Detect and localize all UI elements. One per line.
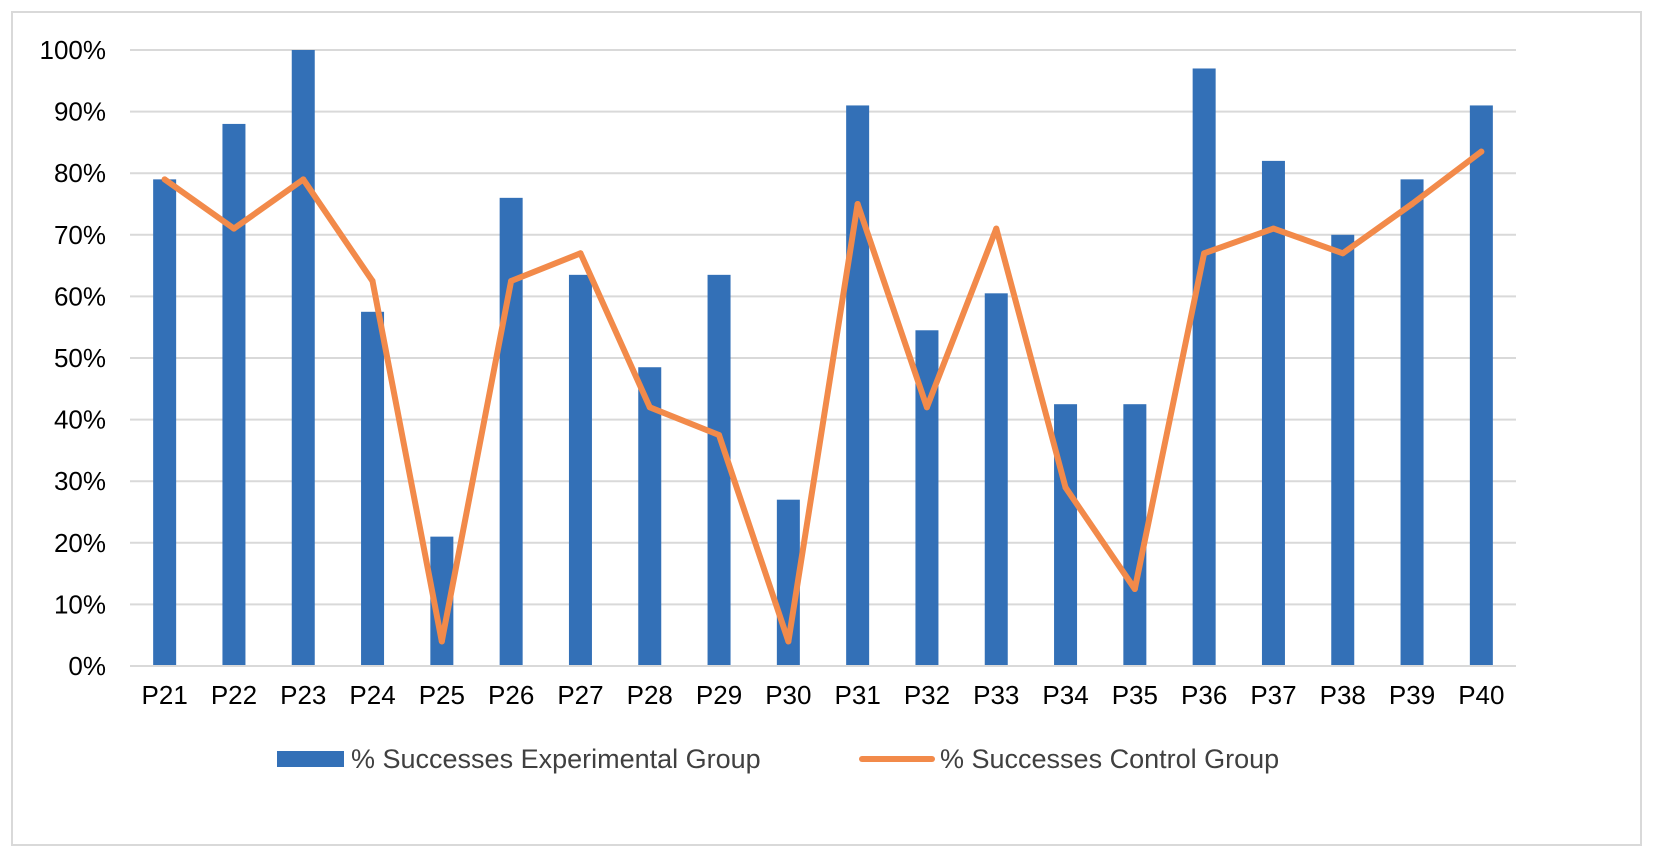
x-tick-label: P27 (557, 680, 603, 710)
x-tick-label: P26 (488, 680, 534, 710)
chart-frame (11, 11, 1642, 846)
y-tick-label: 0% (68, 651, 106, 681)
line-point-P34 (1062, 484, 1069, 491)
control-group-line (161, 148, 1485, 645)
bar-P21 (153, 179, 177, 667)
x-tick-label: P36 (1181, 680, 1227, 710)
line-point-P23 (300, 176, 307, 183)
x-tick-label: P28 (627, 680, 673, 710)
line-point-P38 (1339, 250, 1346, 257)
legend-swatch-experimental (277, 751, 344, 767)
bar-P29 (707, 274, 731, 666)
line-point-P36 (1201, 250, 1208, 257)
y-tick-label: 10% (54, 589, 106, 619)
bar-P23 (291, 50, 315, 666)
bar-P34 (1054, 404, 1078, 666)
x-axis-tick-labels: P21 P22 P23 P24 P25 P26 P27 P28 P29 P30 P31 P32 P33 P… (142, 680, 1505, 710)
line-point-P32 (923, 404, 930, 411)
x-tick-label: P40 (1458, 680, 1504, 710)
y-tick-label: 100% (40, 35, 107, 65)
line-point-P37 (1270, 225, 1277, 232)
y-tick-label: 60% (54, 281, 106, 311)
line-point-P28 (646, 404, 653, 411)
y-tick-label: 90% (54, 97, 106, 127)
bar-P26 (499, 197, 523, 666)
bar-series (153, 50, 1493, 667)
bar-P28 (638, 367, 662, 666)
bar-P35 (1123, 404, 1147, 666)
line-point-P30 (785, 638, 792, 645)
y-tick-label: 40% (54, 405, 106, 435)
line-point-P21 (161, 176, 168, 183)
bar-P37 (1261, 160, 1285, 666)
y-tick-label: 70% (54, 220, 106, 250)
bar-P24 (361, 311, 385, 666)
x-tick-label: P21 (142, 680, 188, 710)
x-tick-label: P31 (835, 680, 881, 710)
bar-P39 (1400, 179, 1424, 667)
y-tick-label: 30% (54, 466, 106, 496)
x-tick-label: P24 (349, 680, 395, 710)
legend-label-control: % Successes Control Group (940, 744, 1279, 774)
y-tick-label: 80% (54, 158, 106, 188)
x-tick-label: P23 (280, 680, 326, 710)
bar-P33 (984, 293, 1008, 666)
bar-P36 (1192, 68, 1216, 667)
bar-P32 (915, 330, 939, 666)
y-axis-tick-labels: 0% 10% 20% 30% 40% 50% 60% 70% 80% 90% 100% (40, 35, 107, 681)
line-point-P40 (1478, 148, 1485, 155)
legend-label-experimental: % Successes Experimental Group (351, 744, 761, 774)
x-tick-label: P35 (1112, 680, 1158, 710)
x-tick-label: P25 (419, 680, 465, 710)
x-tick-label: P39 (1389, 680, 1435, 710)
x-tick-label: P37 (1250, 680, 1296, 710)
x-tick-label: P34 (1042, 680, 1088, 710)
x-tick-label: P33 (973, 680, 1019, 710)
line-point-P31 (854, 201, 861, 207)
line-point-P29 (716, 432, 723, 438)
bar-P27 (568, 274, 592, 666)
line-point-P33 (993, 225, 1000, 232)
y-tick-label: 50% (54, 343, 106, 373)
line-point-P25 (438, 638, 445, 645)
y-tick-label: 20% (54, 528, 106, 558)
x-tick-label: P22 (211, 680, 257, 710)
line-point-P24 (369, 278, 376, 284)
line-point-P26 (508, 278, 515, 284)
bar-P40 (1469, 105, 1493, 666)
line-point-P22 (230, 225, 237, 232)
x-tick-label: P38 (1320, 680, 1366, 710)
line-point-P39 (1409, 201, 1416, 207)
x-tick-label: P30 (765, 680, 811, 710)
line-point-P35 (1131, 586, 1138, 592)
bar-P31 (846, 105, 870, 666)
bar-P38 (1331, 234, 1355, 667)
bar-P22 (222, 123, 246, 667)
line-series (161, 148, 1485, 645)
gridlines (130, 49, 1516, 606)
legend: % Successes Experimental Group % Successe… (277, 744, 1279, 774)
line-point-P27 (577, 250, 584, 257)
x-tick-label: P29 (696, 680, 742, 710)
bar-P25 (430, 536, 454, 666)
x-tick-label: P32 (904, 680, 950, 710)
